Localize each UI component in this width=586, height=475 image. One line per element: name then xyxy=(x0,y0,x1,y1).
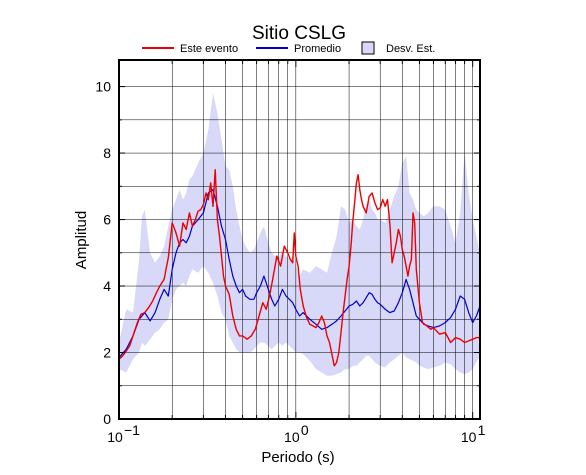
legend-label-band: Desv. Est. xyxy=(386,43,435,55)
legend-label-mean: Promedio xyxy=(294,43,341,55)
event-series-line xyxy=(118,169,480,367)
std-dev-band xyxy=(119,93,480,376)
x-tick-label: 10 xyxy=(107,429,123,445)
x-tick-label: 10 xyxy=(461,429,477,445)
y-tick-label: 4 xyxy=(103,278,111,294)
legend: Este evento Promedio Desv. Est. xyxy=(142,41,435,55)
plot-frame xyxy=(118,59,481,420)
mean-series-line xyxy=(118,189,481,358)
y-tick-label: 2 xyxy=(103,345,111,361)
legend-label-event: Este evento xyxy=(180,43,238,55)
x-tick-label-exponent: 0 xyxy=(301,422,309,438)
y-tick-label: 10 xyxy=(95,79,111,95)
legend-swatch-band xyxy=(361,41,375,55)
chart-title: Sitio CSLG xyxy=(252,23,346,44)
y-tick-label: 8 xyxy=(103,145,111,161)
x-tick-label: 10 xyxy=(284,429,300,445)
y-tick-label: 6 xyxy=(103,212,111,228)
x-tick-label-exponent: −1 xyxy=(124,422,140,438)
y-tick-label: 0 xyxy=(103,411,111,427)
x-tick-label-exponent: 1 xyxy=(478,422,486,438)
y-axis-label: Amplitud xyxy=(73,211,90,269)
x-axis-label: Periodo (s) xyxy=(261,449,334,466)
